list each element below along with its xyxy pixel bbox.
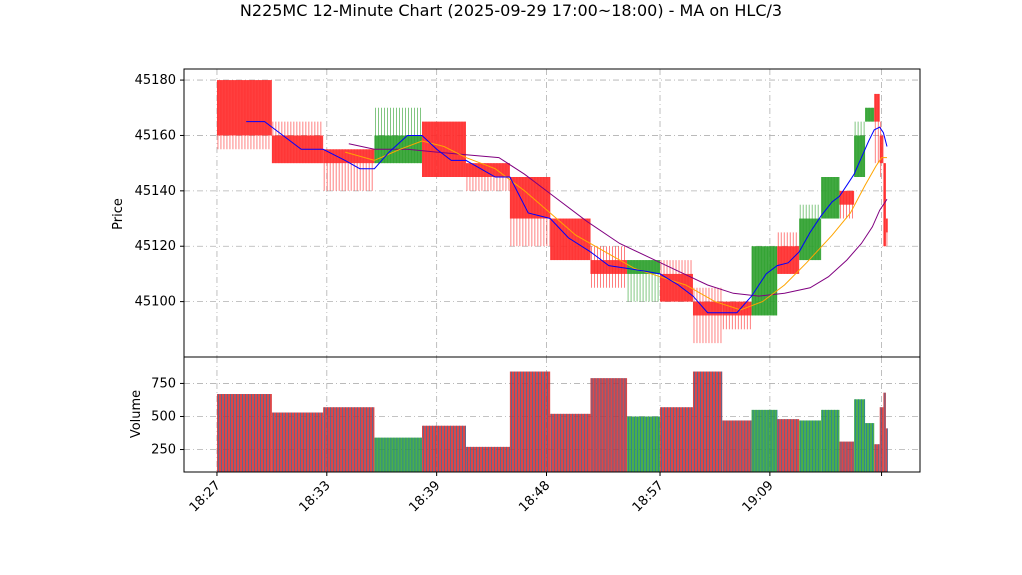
volume-bar — [751, 409, 778, 472]
price-ytick-label: 45100 — [135, 295, 176, 310]
candle-body — [627, 260, 661, 274]
candle-body — [590, 260, 628, 274]
volume-bar — [722, 420, 752, 472]
candle — [874, 93, 880, 164]
volume-bar — [660, 407, 693, 472]
candle — [509, 177, 551, 247]
candle — [660, 260, 693, 302]
volume-ytick-label: 500 — [151, 409, 176, 424]
volume-panel-frame — [183, 356, 921, 473]
volume-bar-fill — [874, 444, 880, 472]
volume-axis-label: Volume — [129, 390, 144, 438]
volume-bar — [799, 420, 822, 472]
volume-ytick-label: 750 — [151, 376, 176, 391]
candle — [216, 80, 272, 150]
volume-bar-fill — [374, 437, 423, 472]
volume-bar-fill — [550, 413, 591, 472]
volume-bar — [627, 416, 661, 472]
candle-body — [799, 218, 822, 261]
volume-bar — [422, 425, 466, 472]
volume-bar-fill — [854, 399, 866, 472]
candle — [839, 190, 855, 219]
candle-body — [509, 177, 551, 219]
candle-body — [216, 80, 272, 136]
xtick-label: 18:33 — [297, 478, 334, 515]
candle — [323, 149, 375, 191]
volume-bar-fill — [777, 419, 800, 472]
candle-body — [751, 246, 778, 316]
candle — [271, 121, 324, 164]
candle — [865, 107, 875, 122]
xtick-label: 18:39 — [406, 478, 443, 515]
candle-body — [854, 135, 866, 177]
candle-body — [865, 107, 875, 122]
volume-bar — [590, 378, 628, 472]
candle — [777, 232, 800, 274]
volume-bar-fill — [885, 428, 888, 472]
xtick-label: 18:48 — [516, 478, 553, 515]
candle — [885, 218, 888, 247]
candle — [627, 260, 661, 302]
candle — [879, 121, 884, 177]
volume-bar — [865, 423, 875, 472]
candle — [751, 246, 778, 316]
chart-title: N225MC 12-Minute Chart (2025-09-29 17:00… — [240, 1, 782, 20]
volume-bar — [885, 428, 888, 472]
volume-ytick-label: 250 — [151, 443, 176, 458]
candle-body — [879, 135, 884, 164]
ma-fast-line — [246, 121, 888, 314]
candle-body — [422, 121, 466, 177]
candle-body — [777, 246, 800, 274]
price-ytick-label: 45120 — [135, 239, 176, 254]
ma-mid-line — [344, 140, 887, 311]
volume-bar-fill — [216, 394, 272, 472]
volume-panel: 250 500 750 18:27 18:33 18:39 18:48 18:57 19:09 — [151, 356, 921, 515]
candle-body — [323, 149, 375, 164]
candle-body — [692, 301, 723, 316]
volume-bar — [216, 394, 272, 472]
price-axis-label: Price — [111, 198, 126, 230]
candle — [422, 121, 466, 177]
volume-bar — [874, 444, 880, 472]
price-ytick-label: 45160 — [135, 128, 176, 143]
volume-bar-fill — [751, 409, 778, 472]
volume-bar — [839, 441, 855, 472]
candle — [692, 287, 723, 344]
price-ytick-label: 45140 — [135, 184, 176, 199]
volume-bar-fill — [509, 371, 551, 472]
volume-bar — [854, 399, 866, 472]
volume-bar — [271, 412, 324, 472]
volume-bar-fill — [590, 378, 628, 472]
volume-bar-fill — [821, 409, 840, 472]
volume-bar — [879, 407, 884, 472]
xtick-label: 18:27 — [187, 478, 224, 515]
candle-body — [839, 190, 855, 205]
volume-bar — [821, 409, 840, 472]
ma-slow-line — [348, 143, 888, 297]
price-panel-frame — [183, 68, 921, 358]
price-ytick-label: 45180 — [135, 73, 176, 88]
volume-bar — [323, 407, 375, 472]
candle-body — [874, 93, 880, 122]
candle — [590, 246, 628, 288]
volume-bar-fill — [799, 420, 822, 472]
xtick-label: 18:57 — [630, 478, 667, 515]
volume-bar — [465, 446, 510, 472]
volume-bar — [509, 371, 551, 472]
candle-body — [885, 218, 888, 233]
candle-body — [883, 163, 886, 247]
volume-bar — [883, 392, 886, 472]
xtick-label: 19:09 — [740, 478, 777, 515]
volume-bar — [374, 437, 423, 472]
candle — [883, 163, 886, 247]
candle — [854, 121, 866, 177]
candle-body — [821, 177, 840, 219]
volume-bar — [692, 371, 723, 472]
volume-bar — [777, 419, 800, 472]
volume-bar — [550, 413, 591, 472]
price-panel: 45100 45120 45140 45160 45180 — [135, 68, 921, 358]
